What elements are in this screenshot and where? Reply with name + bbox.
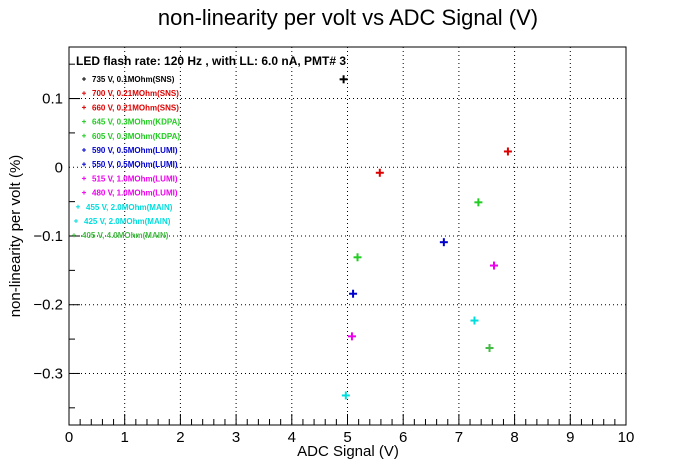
data-point [485, 344, 494, 353]
x-tick-labels: 0 1 2 3 4 5 6 7 8 9 10 [65, 429, 635, 446]
legend-entry: 515 V, 1.0MOhm(LUMI) [92, 174, 178, 183]
x-tick-label: 7 [455, 429, 463, 446]
x-tick-label: 6 [399, 429, 407, 446]
x-tick-label: 0 [65, 429, 73, 446]
x-tick-label: 5 [343, 429, 351, 446]
data-points [339, 75, 512, 400]
x-tick-label: 3 [232, 429, 240, 446]
y-tick-label: −0.2 [33, 297, 63, 314]
data-point [339, 75, 348, 84]
y-tick-label: −0.3 [33, 365, 63, 382]
axis-ticks [68, 63, 627, 425]
x-tick-label: 8 [510, 429, 518, 446]
x-tick-label: 1 [121, 429, 129, 446]
legend: 735 V, 0.1MOhm(SNS) 700 V, 0.21MOhm(SNS) 6… [72, 75, 180, 240]
x-tick-label: 2 [176, 429, 184, 446]
y-tick-labels: −0.3 −0.2 −0.1 0 0.1 [33, 91, 63, 383]
chart-title: non-linearity per volt vs ADC Signal (V) [158, 5, 538, 30]
y-axis-label: non-linearity per volt (%) [7, 155, 24, 318]
legend-entry: 550 V, 0.5MOhm(LUMI) [92, 160, 178, 169]
legend-entry: 735 V, 0.1MOhm(SNS) [92, 75, 175, 84]
grid [69, 47, 626, 425]
y-tick-label: −0.1 [33, 228, 63, 245]
x-tick-label: 10 [618, 429, 635, 446]
data-point [474, 198, 483, 207]
legend-entry: 700 V, 0.21MOhm(SNS) [92, 89, 179, 98]
legend-entry: 425 V, 2.0MOhm(MAIN) [84, 217, 171, 226]
legend-entry: 405 V, 4.0MOhm(MAIN) [82, 231, 169, 240]
legend-entry: 660 V, 0.21MOhm(SNS) [92, 103, 179, 112]
data-point [375, 168, 384, 177]
data-point [489, 261, 498, 270]
legend-entry: 645 V, 0.3MOhm(KDPA) [92, 118, 180, 127]
x-tick-label: 4 [288, 429, 296, 446]
x-tick-label: 9 [566, 429, 574, 446]
data-point [503, 147, 512, 156]
y-tick-label: 0.1 [42, 91, 63, 108]
data-point [349, 289, 358, 298]
data-point [347, 332, 356, 341]
x-axis-label: ADC Signal (V) [297, 443, 399, 460]
legend-entry: 590 V, 0.5MOhm(LUMI) [92, 146, 178, 155]
legend-entry: 480 V, 1.0MOhm(LUMI) [92, 189, 178, 198]
legend-entry: 605 V, 0.3MOhm(KDPA) [92, 132, 180, 141]
data-point [439, 238, 448, 247]
plot-annotation: LED flash rate: 120 Hz , with LL: 6.0 nA… [76, 54, 346, 68]
data-point [353, 253, 362, 262]
data-point [470, 316, 479, 325]
legend-entry: 455 V, 2.0MOhm(MAIN) [86, 203, 173, 212]
y-tick-label: 0 [55, 159, 63, 176]
data-point [341, 391, 350, 400]
